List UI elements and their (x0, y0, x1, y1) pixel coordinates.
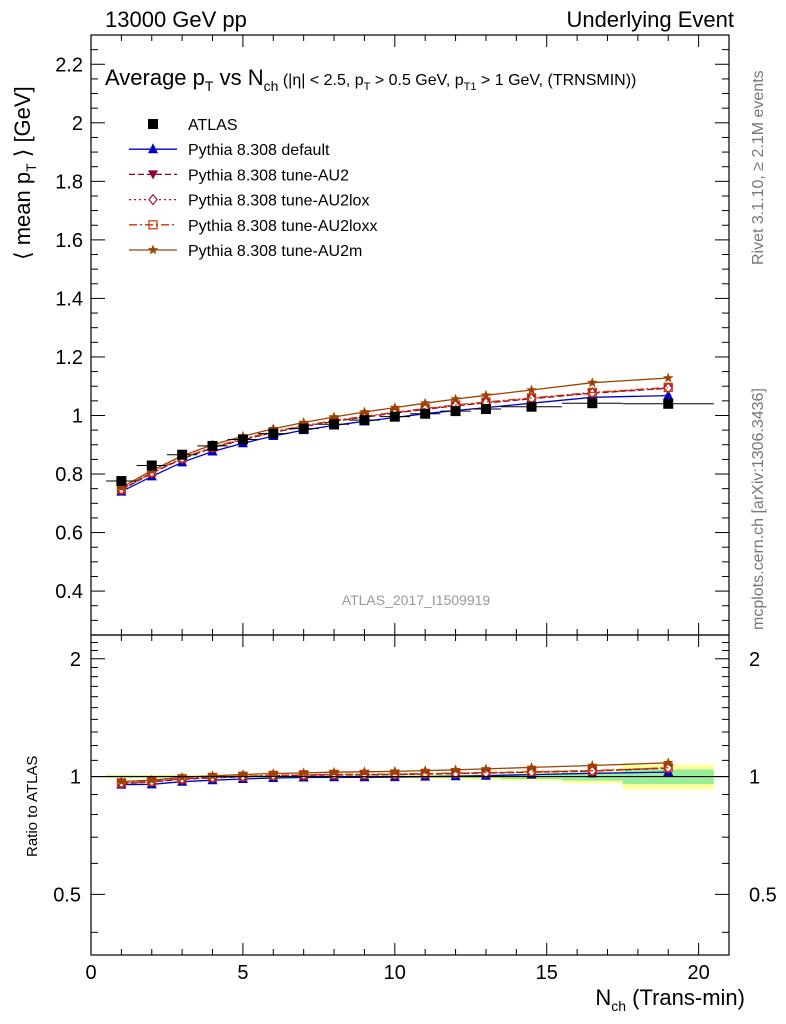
series-point-pythia-8-308-tune-au2m (450, 393, 461, 404)
legend-marker (148, 143, 158, 154)
ratio-y-tick-label: 1 (70, 767, 81, 789)
x-tick-label: 15 (536, 962, 558, 984)
legend-label: ATLAS (188, 117, 238, 134)
legend-marker (148, 170, 158, 180)
series-line-pythia-8-308-tune-au2loxx (121, 386, 669, 490)
series-point-pythia-8-308-tune-au2m (359, 406, 370, 417)
y-tick-label: 2 (72, 113, 83, 135)
y-tick-label: 1.8 (55, 171, 83, 193)
y-tick-label: 1.2 (55, 347, 83, 369)
series-point-pythia-8-308-tune-au2lox (663, 382, 674, 394)
series-line-pythia-8-308-tune-au2m (121, 377, 669, 489)
ratio-point-pythia-8-308-tune-au2m (389, 765, 400, 776)
data-point-atlas (146, 460, 157, 471)
x-tick-label: 20 (687, 962, 709, 984)
main-plot-frame (90, 34, 730, 636)
series-line-pythia-8-308-default (121, 394, 669, 493)
x-tick-label: 0 (85, 962, 96, 984)
ratio-point-pythia-8-308-tune-au2m (359, 766, 370, 777)
data-point-atlas (420, 408, 431, 419)
ratio-point-pythia-8-308-tune-au2m (268, 768, 279, 778)
legend-label: Pythia 8.308 tune-AU2m (188, 243, 362, 260)
series-point-pythia-8-308-tune-au2m (116, 482, 127, 492)
x-axis-label: Nch (Trans-min) (595, 985, 745, 1014)
ratio-line-pythia-8-308-default (121, 771, 669, 786)
legend-label: Pythia 8.308 default (188, 142, 330, 159)
data-point-atlas (389, 411, 400, 422)
x-tick-label: 10 (384, 962, 406, 984)
ratio-point-pythia-8-308-tune-au2m (420, 765, 431, 775)
ratio-point-pythia-8-308-tune-au2m (237, 769, 249, 779)
y-axis-label: ⟨ mean pT ⟩ [GeV] (10, 86, 39, 260)
ratio-y-tick-label-right: 0.5 (749, 884, 777, 906)
series-point-pythia-8-308-tune-au2m (663, 372, 674, 383)
ratio-point-pythia-8-308-tune-au2m (146, 774, 157, 785)
header-left-label: 13000 GeV pp (105, 7, 247, 32)
data-point-atlas (298, 423, 309, 434)
series-point-pythia-8-308-tune-au2m (328, 411, 340, 422)
ratio-point-pythia-8-308-tune-au2m (328, 766, 340, 777)
y-tick-label: 1.4 (55, 288, 83, 310)
ratio-point-pythia-8-308-tune-au2m (207, 770, 218, 781)
series-point-pythia-8-308-tune-au2loxx (587, 387, 597, 397)
ratio-plot-frame (90, 634, 730, 956)
series-point-pythia-8-308-tune-au2loxx (663, 382, 673, 392)
y-tick-label: 1.6 (55, 230, 83, 252)
data-point-atlas (177, 449, 188, 460)
data-point-atlas (268, 428, 279, 439)
legend-marker (147, 244, 159, 255)
ratio-point-pythia-8-308-tune-au2m (480, 763, 492, 774)
series-point-pythia-8-308-tune-au2m (420, 397, 431, 408)
analysis-watermark: ATLAS_2017_I1509919 (342, 592, 491, 608)
series-point-pythia-8-308-tune-au2m (526, 384, 537, 395)
data-point-atlas (116, 476, 127, 487)
data-point-atlas (587, 398, 598, 409)
data-point-atlas (359, 415, 370, 426)
y-tick-label: 1 (72, 405, 83, 427)
ratio-y-axis-label: Ratio to ATLAS (24, 756, 41, 857)
y-tick-label: 0.4 (55, 581, 83, 603)
legend-marker (148, 220, 158, 230)
ratio-point-pythia-8-308-tune-au2m (450, 764, 461, 775)
x-tick-label: 5 (237, 962, 248, 984)
ratio-y-tick-label-right: 2 (749, 649, 760, 671)
legend-marker (148, 119, 158, 129)
series-point-pythia-8-308-tune-au2m (587, 377, 598, 388)
ratio-y-tick-label: 0.5 (53, 884, 81, 906)
data-point-atlas (329, 419, 340, 430)
series-point-pythia-8-308-tune-au2m (480, 389, 492, 400)
data-point-atlas (237, 434, 248, 445)
header-right-label: Underlying Event (566, 7, 734, 32)
legend-label: Pythia 8.308 tune-AU2 (188, 167, 349, 184)
rivet-side-label: Rivet 3.1.10, ≥ 2.1M events (750, 70, 767, 265)
series-point-pythia-8-308-tune-au2m (298, 417, 309, 427)
mcplots-side-label: mcplots.cern.ch [arXiv:1306.3436] (750, 388, 767, 630)
data-point-atlas (480, 404, 491, 415)
legend-label: Pythia 8.308 tune-AU2loxx (188, 218, 377, 235)
ratio-point-pythia-8-308-tune-au2m (116, 776, 127, 786)
chart-title: Average pT vs Nch (|η| < 2.5, pT > 0.5 G… (105, 65, 636, 94)
ratio-point-pythia-8-308-tune-au2m (298, 767, 309, 778)
series-point-pythia-8-308-default (663, 389, 674, 400)
legend-marker (148, 193, 158, 206)
ratio-line-pythia-8-308-tune-au2loxx (121, 767, 669, 784)
y-tick-label: 0.6 (55, 523, 83, 545)
data-point-atlas (207, 440, 218, 451)
legend-label: Pythia 8.308 tune-AU2lox (188, 193, 369, 210)
ratio-point-pythia-8-308-tune-au2m (663, 757, 674, 768)
ratio-y-tick-label: 2 (70, 649, 81, 671)
y-tick-label: 0.8 (55, 464, 83, 486)
ratio-y-tick-label-right: 1 (749, 767, 760, 789)
data-point-atlas (663, 398, 674, 409)
series-point-pythia-8-308-tune-au2m (389, 402, 400, 412)
ratio-point-pythia-8-308-tune-au2m (526, 761, 537, 772)
data-point-atlas (526, 401, 537, 412)
series-point-pythia-8-308-tune-au2m (268, 423, 279, 434)
data-point-atlas (450, 406, 461, 417)
y-tick-label: 2.2 (55, 54, 83, 76)
ratio-point-pythia-8-308-tune-au2m (587, 760, 598, 770)
